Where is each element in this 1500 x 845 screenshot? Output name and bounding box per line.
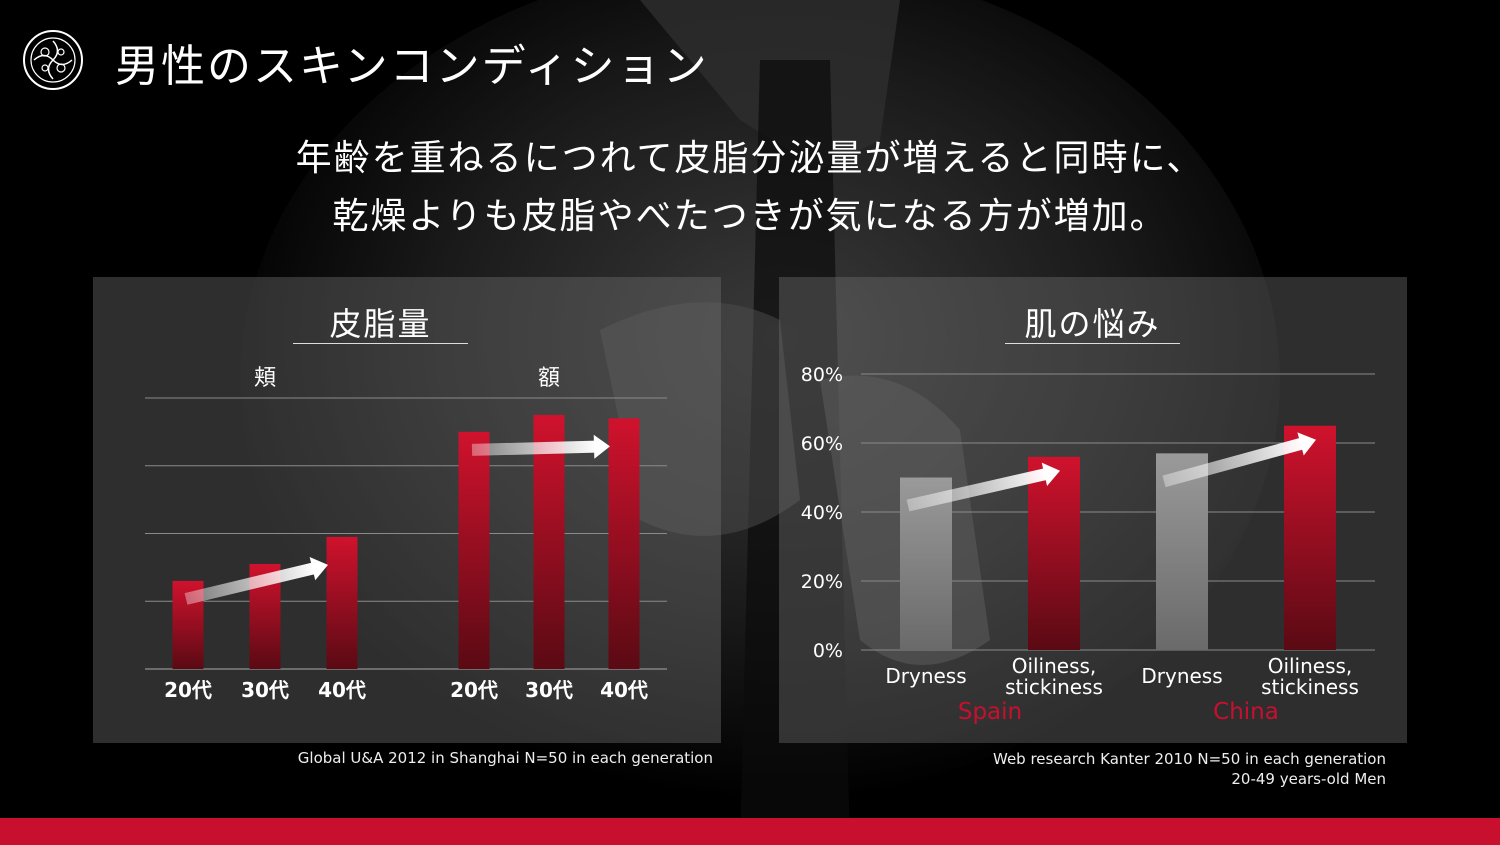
x-tick-label-0-1-b: stickiness <box>1005 675 1103 699</box>
x-tick-label-0-1-a: Oiliness, <box>1012 654 1097 678</box>
sebum-chart-panel: 頬 20代 30代 40代 額 20代 30代 40代 皮脂量 <box>93 277 721 743</box>
source-line-2: 20-49 years-old Men <box>1231 770 1386 788</box>
sebum-chart-source: Global U&A 2012 in Shanghai N=50 in each… <box>297 749 713 767</box>
y-tick-label-1: 20% <box>801 571 843 593</box>
trend-arrow-1 <box>471 434 611 459</box>
bar-1-1 <box>533 414 565 669</box>
bar-0-2 <box>326 536 358 669</box>
footer-accent-bar <box>0 818 1500 845</box>
skin-concern-title-underline <box>1005 343 1180 344</box>
skin-concern-chart-source: Web research Kanter 2010 N=50 in each ge… <box>779 749 1386 789</box>
source-line-1: Web research Kanter 2010 N=50 in each ge… <box>993 750 1386 768</box>
bar-1-2 <box>608 418 640 669</box>
trend-arrow-1 <box>1162 432 1316 488</box>
y-tick-label-0: 0% <box>813 640 843 662</box>
x-tick-label-1-1-a: Oiliness, <box>1268 654 1353 678</box>
sebum-chart-title: 皮脂量 <box>329 305 432 343</box>
x-tick-label-1-2: 40代 <box>600 678 648 702</box>
bar-0-1 <box>1028 456 1080 650</box>
y-tick-label-2: 40% <box>801 502 843 524</box>
bar-1-1 <box>1284 425 1336 650</box>
x-tick-label-0-0: Dryness <box>885 664 966 688</box>
page-subtitle: 年齢を重ねるにつれて皮脂分泌量が増えると同時に、 乾燥よりも皮脂やべたつきが気に… <box>0 130 1500 246</box>
bar-1-0 <box>458 431 490 669</box>
y-tick-label-4: 80% <box>801 364 843 386</box>
sebum-chart: 頬 20代 30代 40代 額 20代 30代 40代 <box>145 366 667 702</box>
trend-arrow-0 <box>906 462 1061 512</box>
x-tick-label-1-0: Dryness <box>1141 664 1222 688</box>
brand-logo-icon <box>23 30 83 90</box>
skin-concern-chart-panel: 0% 20% 40% 60% 80% Dryness Oiliness, stickiness… <box>779 277 1407 743</box>
trend-arrow-0 <box>184 556 328 605</box>
subtitle-line-1: 年齢を重ねるにつれて皮脂分泌量が増えると同時に、 <box>295 138 1205 179</box>
x-tick-label-1-1: 30代 <box>525 678 573 702</box>
group-label-0: Spain <box>958 699 1022 725</box>
x-tick-label-1-1-b: stickiness <box>1261 675 1359 699</box>
y-tick-label-3: 60% <box>801 433 843 455</box>
group-label-1: China <box>1213 699 1279 725</box>
skin-concern-chart-title: 肌の悩み <box>1024 305 1161 343</box>
sebum-title-underline <box>293 343 468 344</box>
subtitle-line-2: 乾燥よりも皮脂やべたつきが気になる方が増加。 <box>332 196 1168 237</box>
page-title: 男性のスキンコンディション <box>115 41 709 92</box>
skin-concern-chart: 0%20%40%60%80%Dryness Oiliness,stickiness… <box>801 364 1375 725</box>
x-tick-label-1-0: 20代 <box>450 678 498 702</box>
x-tick-label-0-1: 30代 <box>241 678 289 702</box>
x-tick-label-0-2: 40代 <box>318 678 366 702</box>
bar-1-0 <box>1156 453 1208 650</box>
group-label-0: 頬 <box>254 366 276 391</box>
group-label-1: 額 <box>538 366 560 391</box>
x-tick-label-0-0: 20代 <box>164 678 212 702</box>
